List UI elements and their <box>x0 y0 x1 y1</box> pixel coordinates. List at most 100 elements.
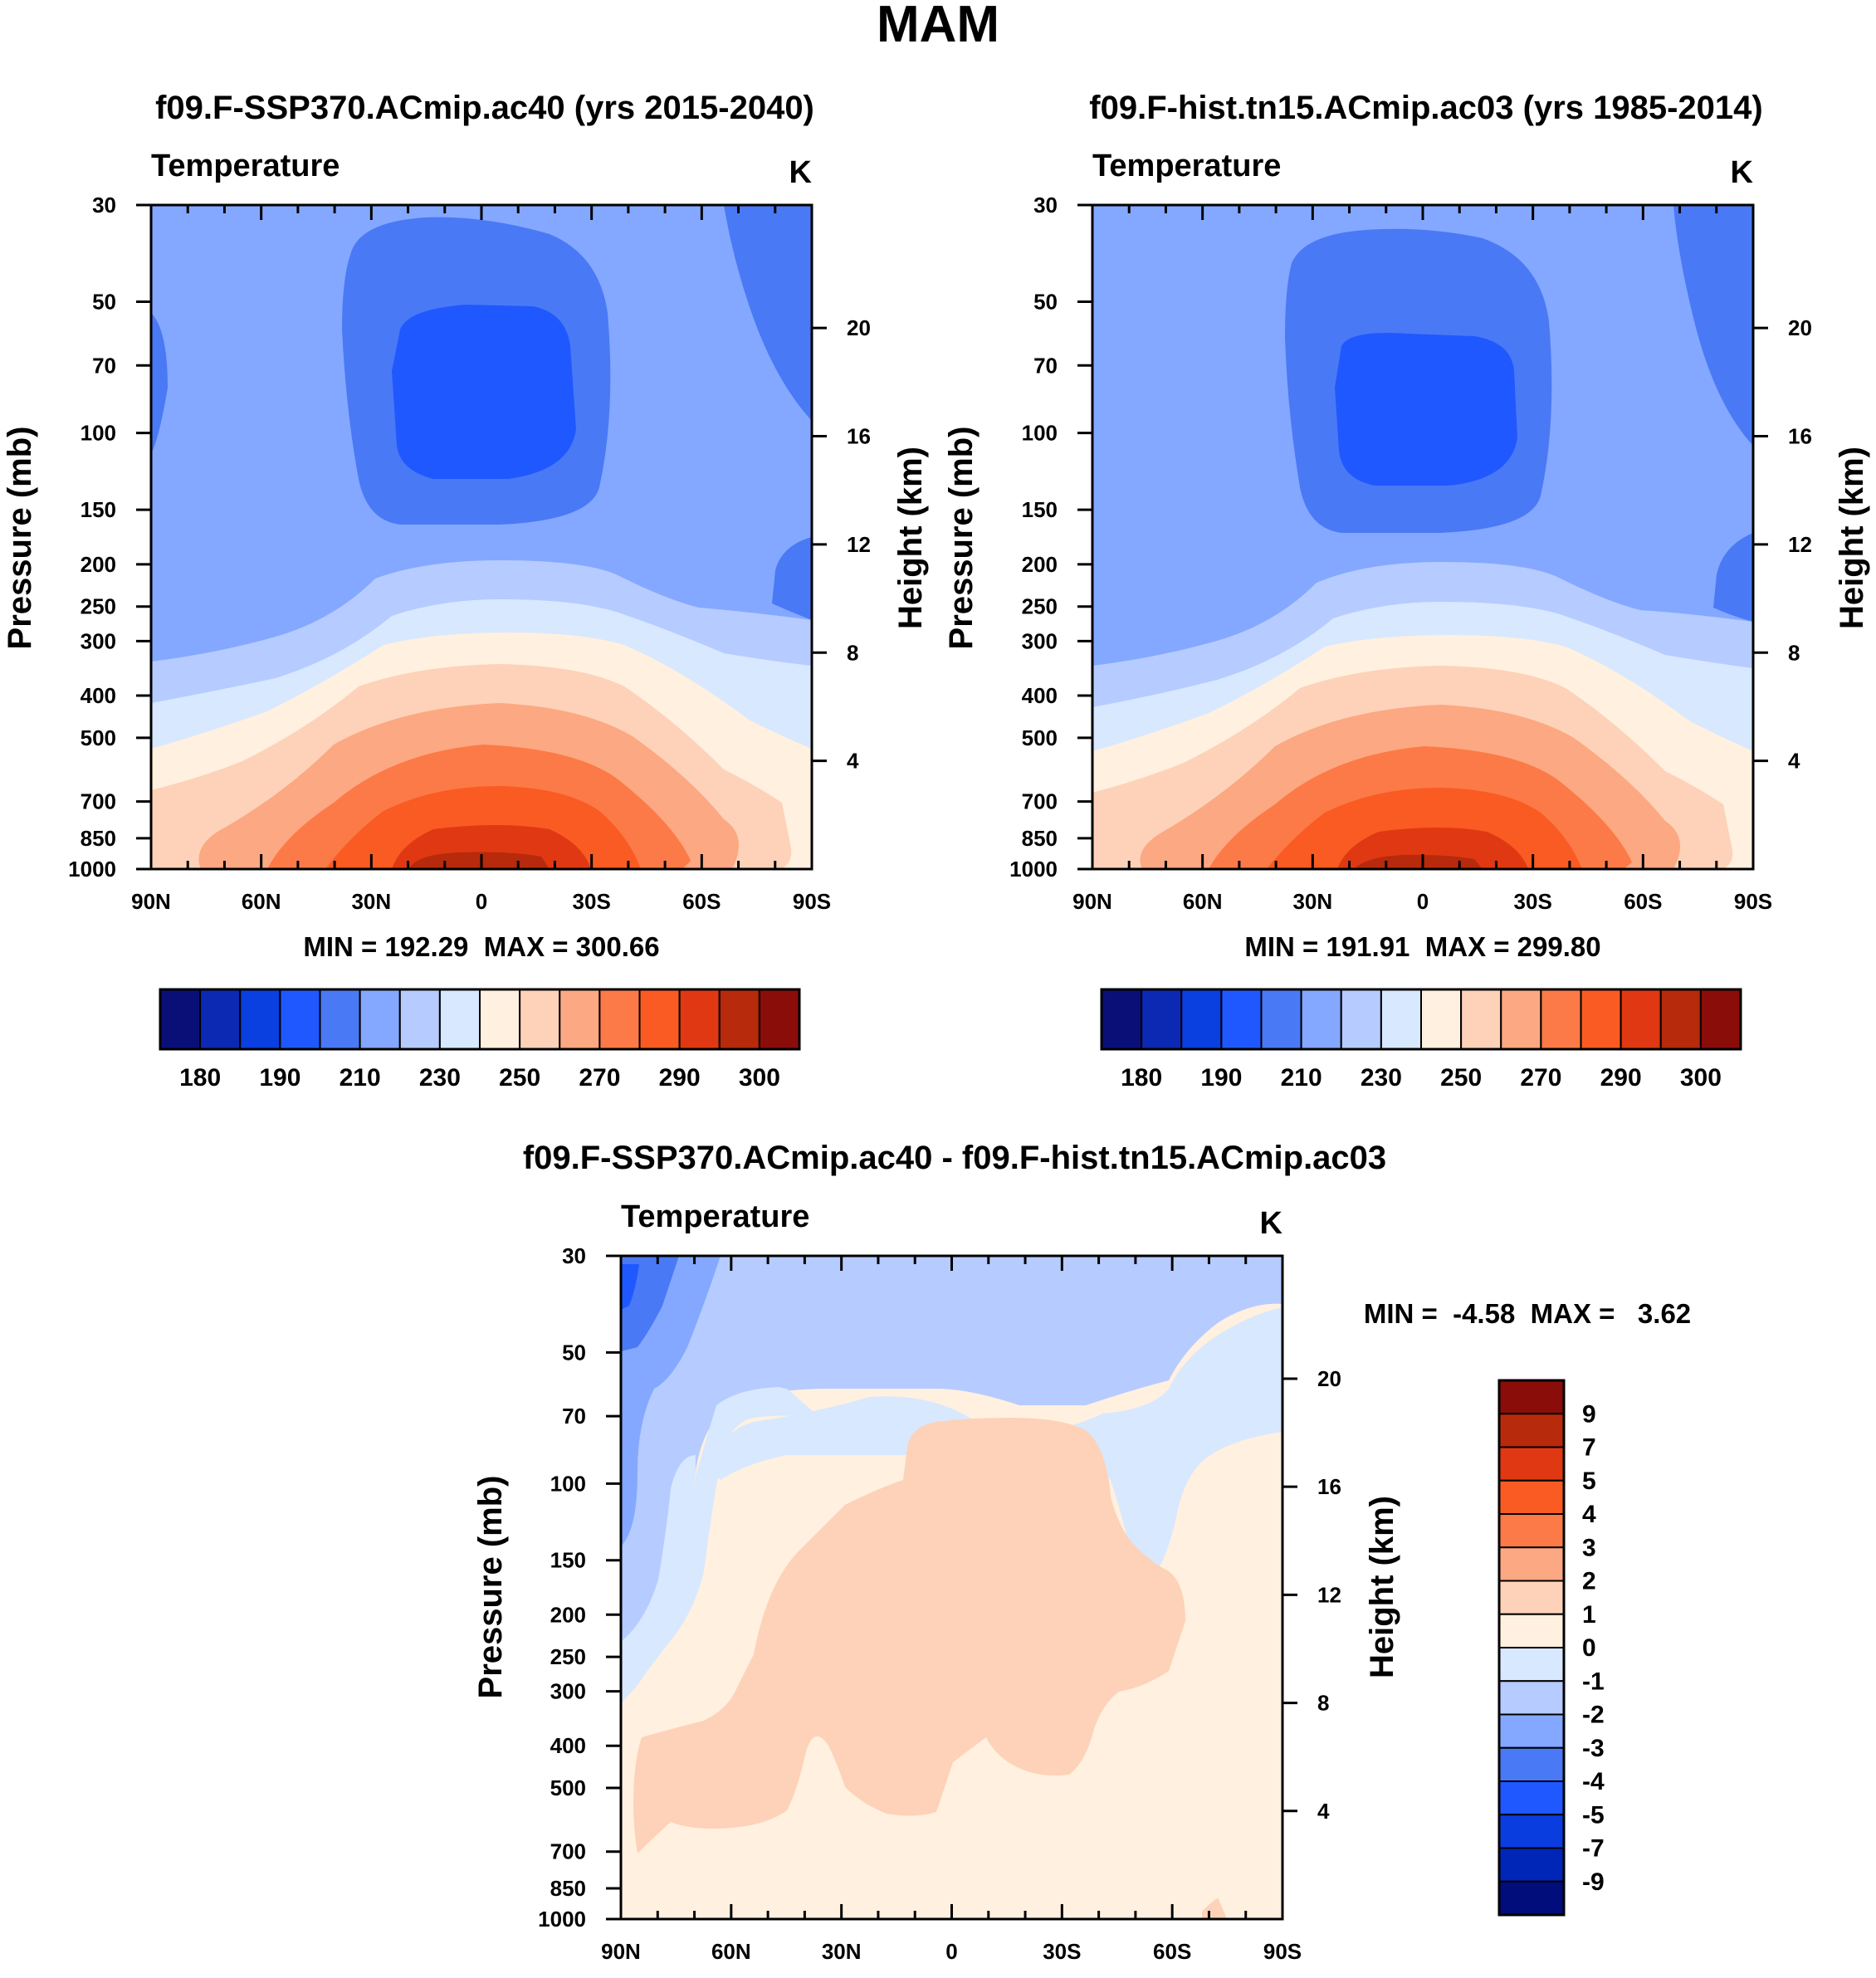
panel-difference-colorbar-label: 2 <box>1582 1568 1596 1595</box>
panel-hist-x-tick-label: 90N <box>1072 889 1112 914</box>
panel-difference-colorbar-swatch <box>1498 1446 1565 1482</box>
panel-difference-colorbar-label: -7 <box>1582 1835 1605 1863</box>
panel-difference-y-tick-label: 100 <box>550 1471 586 1496</box>
panel-difference-contour-field <box>621 1256 1282 1919</box>
panel-difference-y-tick-right-label: 8 <box>1317 1691 1329 1716</box>
panel-difference-y-tick-right-label: 4 <box>1317 1799 1330 1824</box>
panel-ssp370-x-tick-label: 60N <box>242 889 281 914</box>
panel-hist-title: f09.F-hist.tn15.ACmip.ac03 (yrs 1985-201… <box>1089 90 1762 126</box>
panel-ssp370-colorbar-frame <box>159 988 801 1051</box>
panel-difference-x-tick-label: 60S <box>1153 1939 1191 1964</box>
panel-difference-colorbar-swatch <box>1498 1746 1565 1782</box>
panel-ssp370-colorbar-swatch <box>718 989 760 1050</box>
panel-difference-title: f09.F-SSP370.ACmip.ac40 - f09.F-hist.tn1… <box>523 1140 1386 1176</box>
panel-hist-colorbar-swatch <box>1580 989 1622 1050</box>
panel-hist-y-tick-right-label: 4 <box>1788 749 1800 774</box>
panel-ssp370-y-tick-label: 30 <box>92 193 116 217</box>
panel-difference-colorbar-swatch <box>1498 1613 1565 1648</box>
panel-ssp370-ylabel: Pressure (mb) <box>2 427 38 650</box>
panel-ssp370-x-tick-label: 90N <box>131 889 171 914</box>
panel-ssp370-title: f09.F-SSP370.ACmip.ac40 (yrs 2015-2040) <box>155 90 814 126</box>
panel-ssp370-y-tick-label: 300 <box>81 628 116 653</box>
panel-ssp370-y-tick-label: 50 <box>92 290 116 315</box>
panel-hist-colorbar-label: 190 <box>1200 1064 1242 1092</box>
panel-ssp370-y-tick-label: 850 <box>81 826 116 851</box>
panel-hist-y-tick-label: 150 <box>1022 497 1058 522</box>
panel-ssp370-y-tick-right-label: 8 <box>847 640 858 665</box>
panel-difference-x-tick-label: 90N <box>601 1939 641 1964</box>
panel-hist-colorbar-label: 230 <box>1361 1064 1402 1092</box>
panel-ssp370-colorbar-swatch <box>519 989 561 1050</box>
panel-difference-y-tick-label: 30 <box>562 1243 586 1268</box>
panel-hist-colorbar-label: 250 <box>1440 1064 1482 1092</box>
panel-ssp370-y-tick-label: 1000 <box>68 857 116 882</box>
panel-hist: f09.F-hist.tn15.ACmip.ac03 (yrs 1985-201… <box>943 90 1870 1092</box>
panel-ssp370-colorbar-swatch <box>359 989 401 1050</box>
panel-ssp370-contour-field <box>151 205 812 869</box>
panel-difference-colorbar-swatch <box>1498 1380 1565 1415</box>
panel-ssp370-colorbar: 180 190 210 230 250 270 290 300 <box>159 988 801 1092</box>
panel-ssp370-colorbar-swatch <box>638 989 681 1050</box>
panel-hist-y-tick-right-label: 8 <box>1788 640 1800 665</box>
panel-difference-colorbar-swatch <box>1498 1847 1565 1883</box>
panel-difference-x-tick-label: 30N <box>822 1939 862 1964</box>
panel-ssp370-x-tick-label: 90S <box>793 889 831 914</box>
panel-difference-colorbar-label: 3 <box>1582 1534 1596 1561</box>
panel-difference-colorbar: 9 7 5 4 3 2 1 0 -1 -2 -3 -4 -5 -7 -9 <box>1497 1379 1605 1917</box>
panel-difference-y-tick-label: 70 <box>562 1404 586 1429</box>
panel-hist-colorbar-swatch <box>1659 989 1702 1050</box>
panel-hist-y-tick-label: 100 <box>1022 421 1058 446</box>
panel-hist-colorbar-swatch <box>1220 989 1263 1050</box>
panel-hist-x-tick-label: 0 <box>1417 889 1429 914</box>
panel-difference-colorbar-swatch <box>1498 1580 1565 1615</box>
panel-ssp370-colorbar-label: 230 <box>419 1064 461 1092</box>
panel-difference-y-tick-right-label: 16 <box>1317 1474 1341 1499</box>
panel-difference-colorbar-swatch <box>1498 1780 1565 1816</box>
panel-difference-colorbar-label: -9 <box>1582 1868 1605 1896</box>
panel-difference-units-label: K <box>1260 1206 1283 1241</box>
panel-ssp370-colorbar-swatch <box>199 989 242 1050</box>
panel-ssp370-colorbar-swatch <box>438 989 481 1050</box>
panel-ssp370-colorbar-swatch <box>559 989 601 1050</box>
panel-hist-colorbar-swatch <box>1180 989 1223 1050</box>
panel-hist-y-tick-label: 850 <box>1022 826 1058 851</box>
panel-ssp370-y-tick-label: 150 <box>81 497 116 522</box>
panel-hist-y-tick-right-label: 16 <box>1788 424 1812 449</box>
panel-ssp370-colorbar-label: 270 <box>579 1064 620 1092</box>
panel-ssp370-y-tick-label: 500 <box>81 725 116 750</box>
panel-ssp370-colorbar-swatch <box>758 989 800 1050</box>
panel-hist-y-tick-right-label: 12 <box>1788 532 1812 557</box>
panel-difference-y-tick-right-label: 20 <box>1317 1366 1341 1391</box>
panel-difference-colorbar-label: 9 <box>1582 1400 1596 1428</box>
panel-difference-y-tick-label: 300 <box>550 1679 586 1704</box>
panel-difference-y-tick-label: 500 <box>550 1775 586 1800</box>
panel-hist-colorbar-swatch <box>1141 989 1183 1050</box>
panel-hist-x-tick-label: 30S <box>1514 889 1552 914</box>
panel-ssp370-y-tick-label: 100 <box>81 421 116 446</box>
panel-ssp370-units-label: K <box>789 155 813 190</box>
panel-hist-colorbar-swatch <box>1620 989 1662 1050</box>
panel-ssp370-colorbar-swatch <box>319 989 361 1050</box>
panel-hist-colorbar-swatch <box>1380 989 1422 1050</box>
panel-ssp370-x-tick-label: 30S <box>573 889 611 914</box>
panel-ssp370-colorbar-label: 300 <box>739 1064 780 1092</box>
panel-hist-colorbar-frame <box>1100 988 1742 1051</box>
panel-hist-ylabel-right: Height (km) <box>1834 447 1870 629</box>
panel-hist-min-max: MIN = 191.91 MAX = 299.80 <box>1244 931 1600 962</box>
panel-ssp370-colorbar-label: 250 <box>499 1064 540 1092</box>
panel-difference-y-tick-label: 400 <box>550 1733 586 1758</box>
panel-ssp370-variable-label: Temperature <box>151 149 340 183</box>
panel-hist-colorbar: 180 190 210 230 250 270 290 300 <box>1100 988 1742 1092</box>
panel-difference-x-tick-label: 90S <box>1263 1939 1302 1964</box>
panel-hist-colorbar-swatch <box>1460 989 1502 1050</box>
panel-ssp370-colorbar-label: 290 <box>659 1064 701 1092</box>
panel-difference-x-tick-label: 30S <box>1043 1939 1081 1964</box>
panel-hist-x-tick-label: 60N <box>1183 889 1223 914</box>
panel-difference-y-tick-label: 150 <box>550 1548 586 1573</box>
panel-hist-colorbar-label: 300 <box>1680 1064 1722 1092</box>
panel-difference-y-tick-label: 50 <box>562 1340 586 1365</box>
panel-ssp370-y-tick-label: 400 <box>81 683 116 708</box>
panel-difference-colorbar-label: -1 <box>1582 1668 1605 1695</box>
panel-ssp370-colorbar-swatch <box>398 989 441 1050</box>
panel-ssp370-colorbar-swatch <box>279 989 321 1050</box>
